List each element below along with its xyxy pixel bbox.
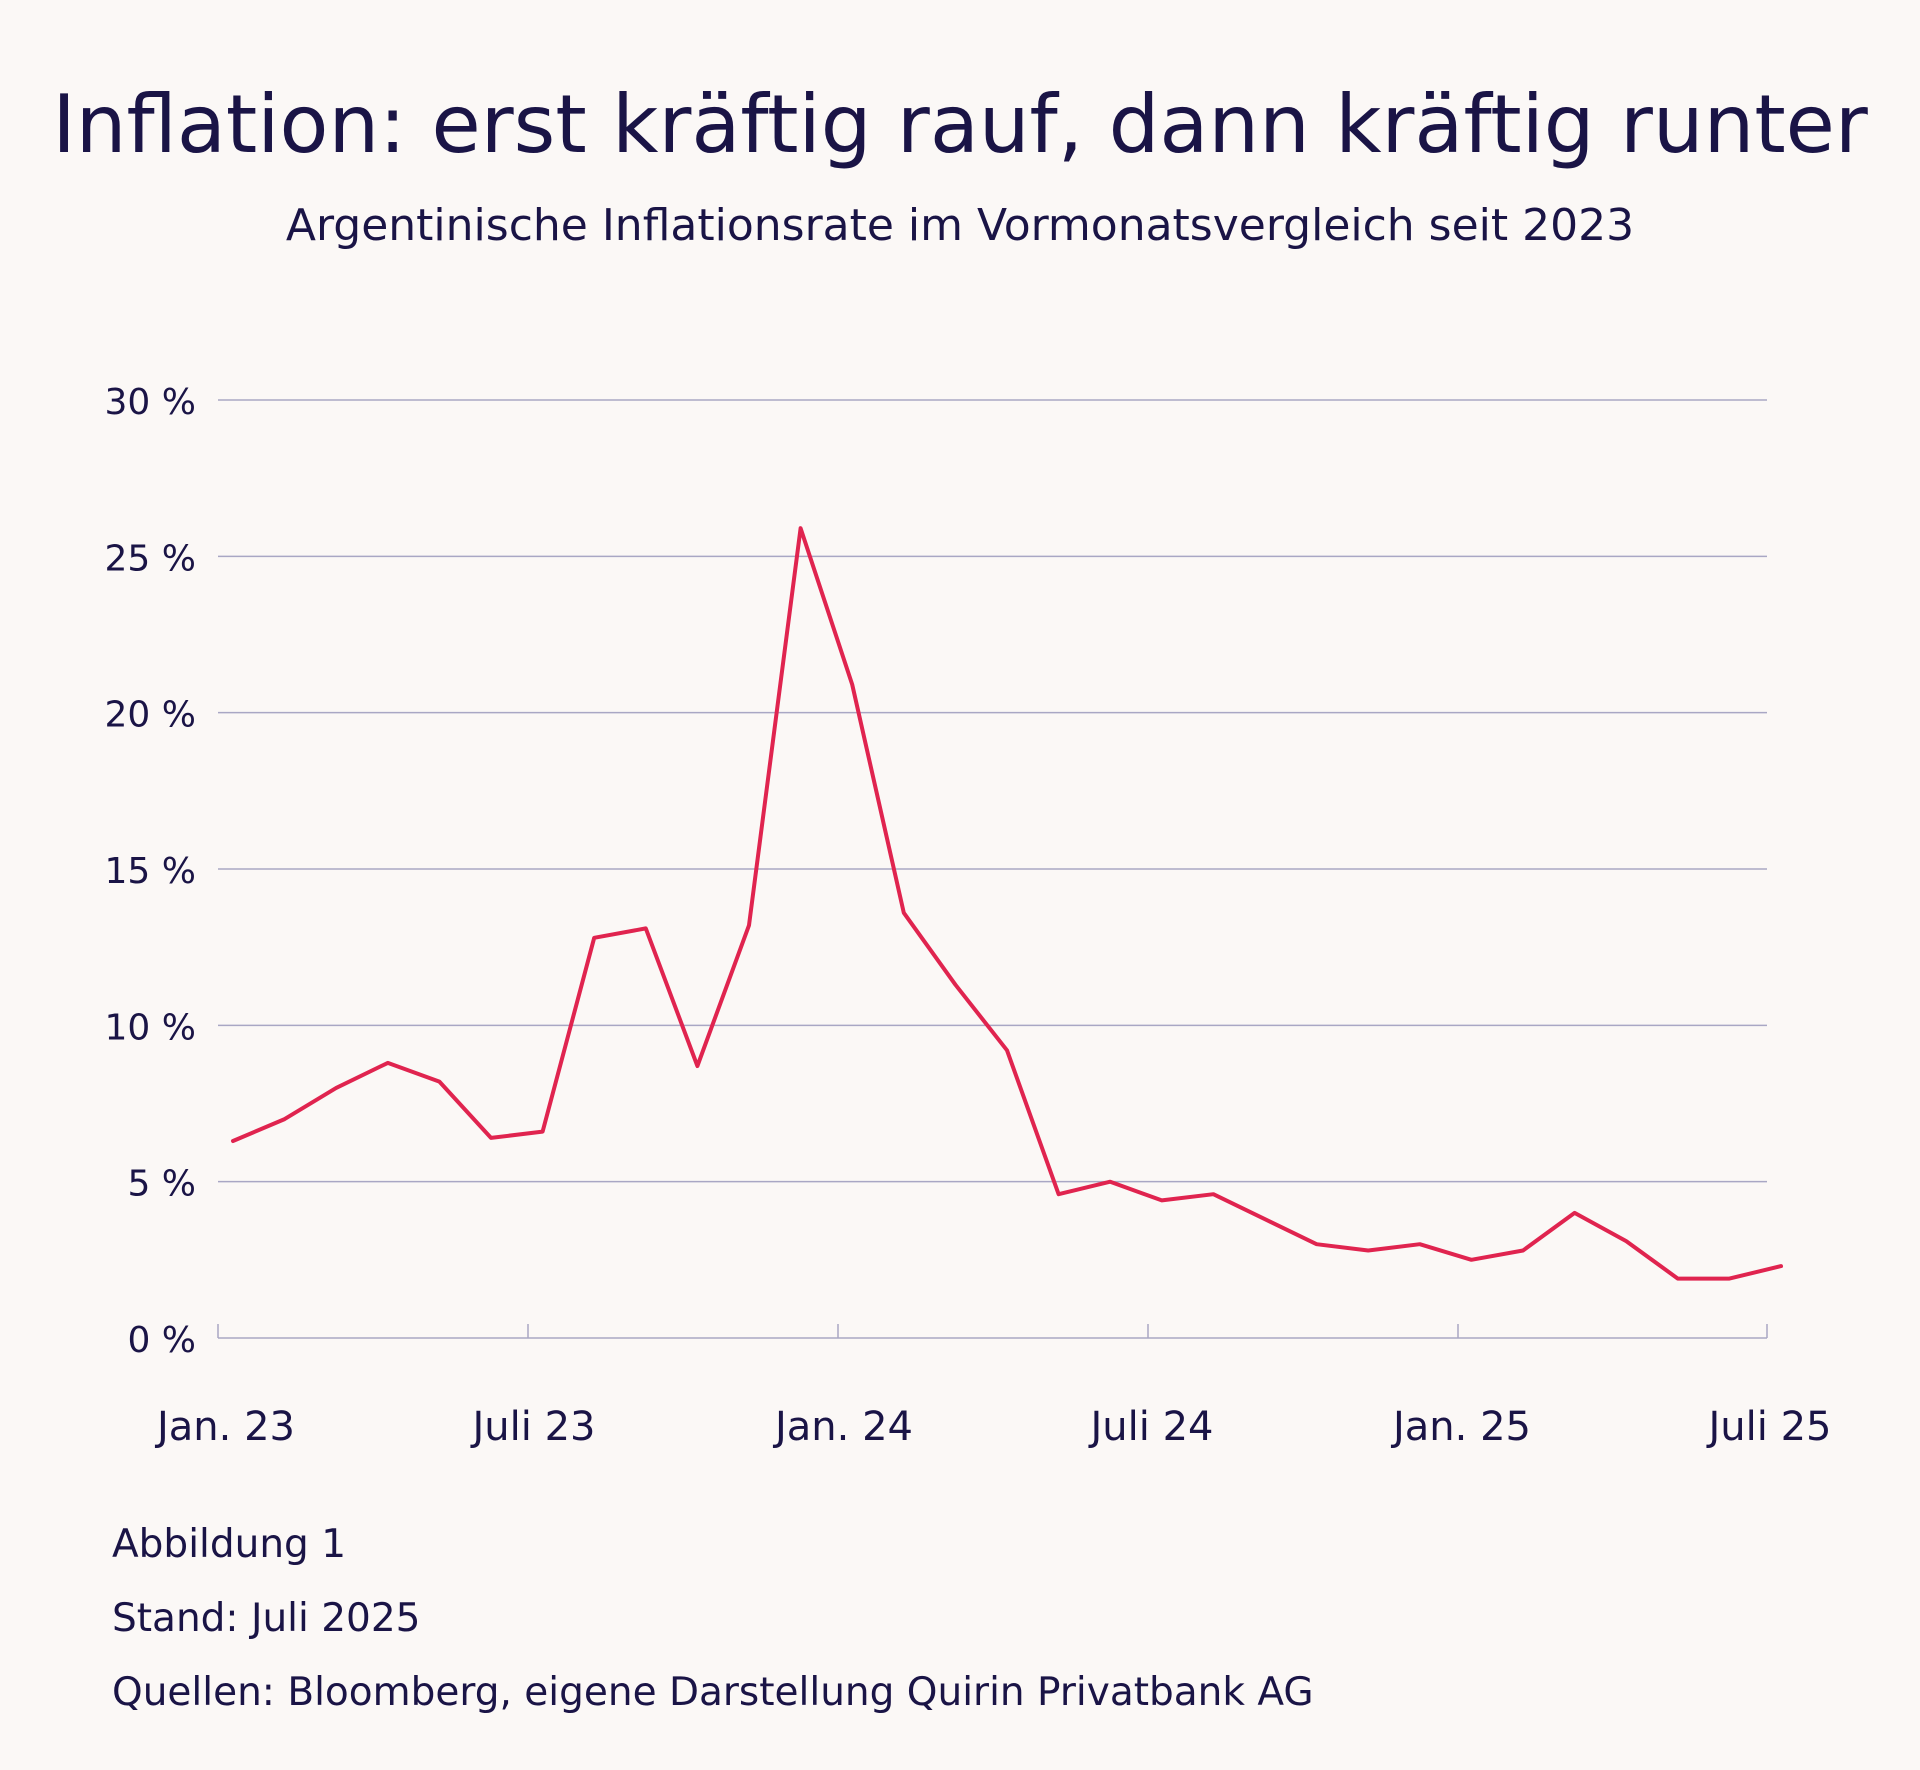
y-tick-labels: 0 % 5 % 10 % 15 % 20 % 25 % 30 % xyxy=(105,382,196,1361)
y-tick-label: 30 % xyxy=(105,382,196,423)
y-tick-label: 15 % xyxy=(105,851,196,892)
x-tick-label: Juli 24 xyxy=(1088,1404,1214,1450)
footnotes: Abbildung 1 Stand: Juli 2025 Quellen: Bl… xyxy=(112,1508,1314,1730)
y-tick-label: 10 % xyxy=(105,1007,196,1048)
y-tick-label: 25 % xyxy=(105,538,196,579)
x-tick-label: Jan. 25 xyxy=(1390,1404,1531,1450)
figure-number: Abbildung 1 xyxy=(112,1522,347,1567)
x-tick-label: Juli 25 xyxy=(1706,1404,1832,1450)
y-tick-label: 5 % xyxy=(127,1164,196,1205)
x-tick-label: Juli 23 xyxy=(470,1404,596,1450)
series-line xyxy=(231,526,1783,1281)
x-tick-label: Jan. 24 xyxy=(772,1404,913,1450)
gridlines xyxy=(218,399,1767,1183)
series xyxy=(231,526,1783,1281)
chart-title: Inflation: erst kräftig rauf, dann kräft… xyxy=(52,78,1868,171)
y-tick-label: 20 % xyxy=(105,695,196,736)
data-date: Stand: Juli 2025 xyxy=(112,1596,421,1641)
x-tick-label: Jan. 23 xyxy=(154,1404,295,1450)
source-note: Quellen: Bloomberg, eigene Darstellung Q… xyxy=(112,1670,1314,1715)
x-axis xyxy=(217,1324,1768,1339)
x-tick-labels: Jan. 23 Juli 23 Jan. 24 Juli 24 Jan. 25 Juli … xyxy=(154,1404,1832,1450)
y-tick-label: 0 % xyxy=(127,1320,196,1361)
chart-subtitle: Argentinische Inflationsrate im Vormonat… xyxy=(285,200,1635,251)
line-chart: 0 % 5 % 10 % 15 % 20 % 25 % 30 % Jan. 23 Juli 2… xyxy=(105,382,1832,1450)
